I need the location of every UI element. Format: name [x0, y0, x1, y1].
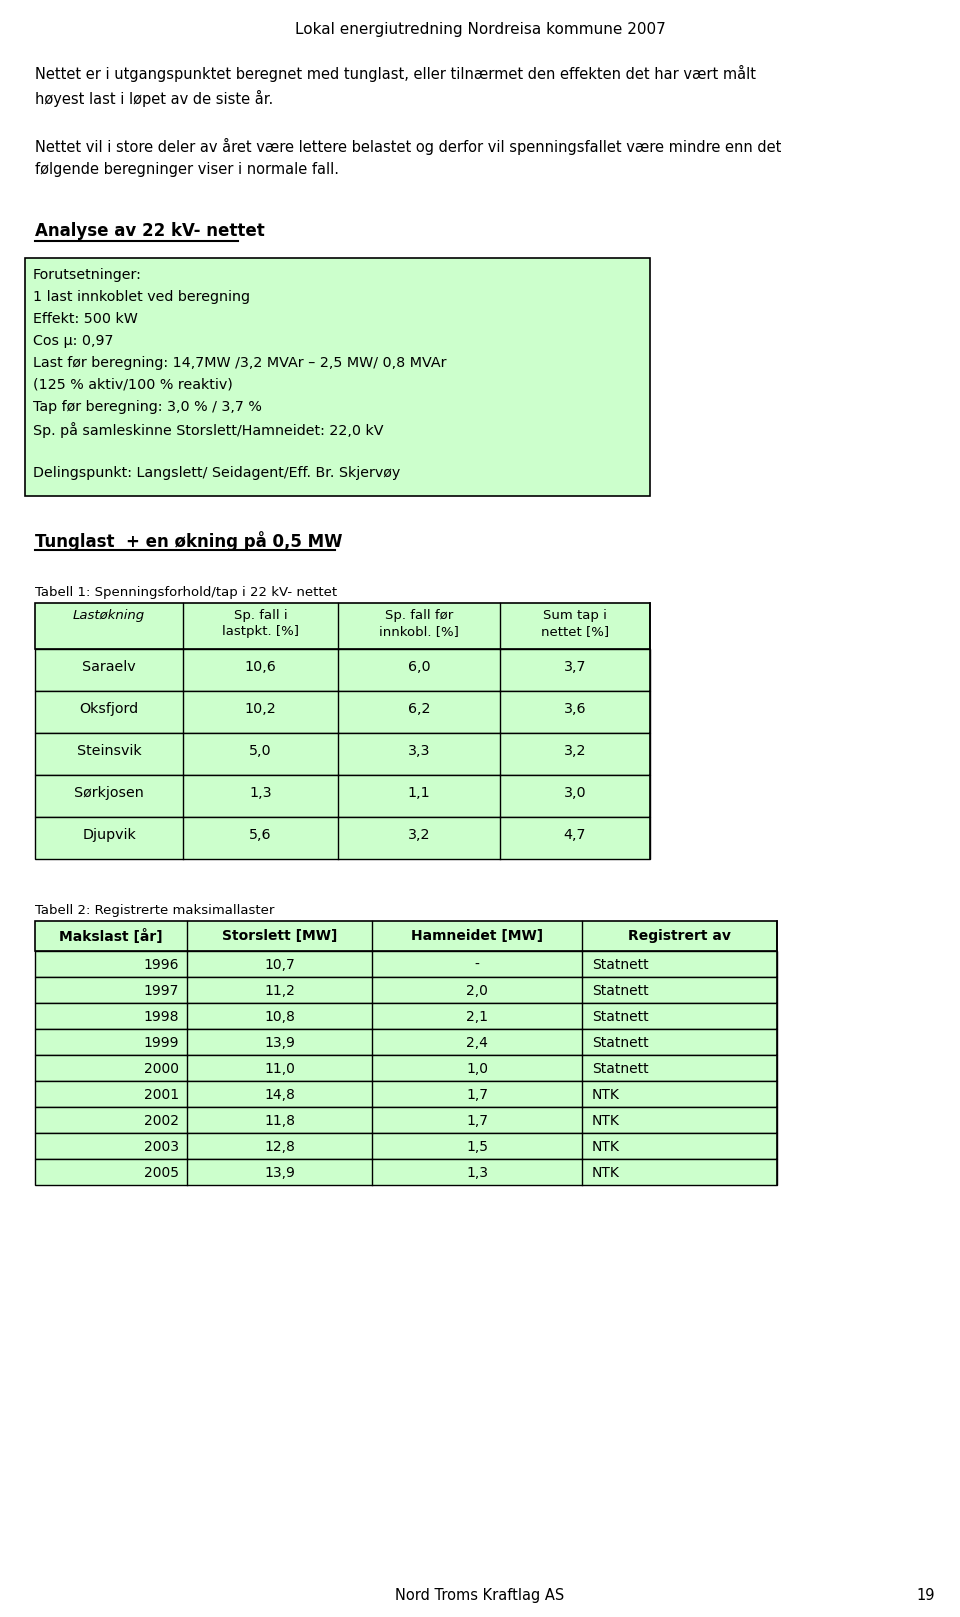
Text: 3,3: 3,3 — [408, 744, 430, 758]
Text: Statnett: Statnett — [592, 1062, 649, 1075]
Text: Hamneidet [MW]: Hamneidet [MW] — [411, 930, 543, 943]
Text: 10,2: 10,2 — [245, 702, 276, 716]
Text: 5,0: 5,0 — [250, 744, 272, 758]
Text: 1,0: 1,0 — [466, 1062, 488, 1075]
Text: (125 % aktiv/100 % reaktiv): (125 % aktiv/100 % reaktiv) — [33, 378, 233, 391]
Text: Nord Troms Kraftlag AS: Nord Troms Kraftlag AS — [396, 1588, 564, 1602]
Text: 12,8: 12,8 — [264, 1140, 295, 1155]
Text: 2005: 2005 — [144, 1166, 179, 1180]
Bar — [35, 1134, 777, 1159]
Bar — [35, 603, 650, 648]
Text: Djupvik: Djupvik — [83, 828, 136, 842]
Bar — [35, 817, 650, 859]
Text: 3,2: 3,2 — [408, 828, 430, 842]
Text: Cos μ: 0,97: Cos μ: 0,97 — [33, 335, 113, 348]
Text: 1,3: 1,3 — [250, 786, 272, 800]
Bar — [35, 775, 650, 817]
Text: 10,8: 10,8 — [264, 1011, 295, 1024]
Bar — [25, 259, 650, 496]
Text: 2,4: 2,4 — [466, 1036, 488, 1049]
Text: Registrert av: Registrert av — [628, 930, 731, 943]
Text: Sp. på samleskinne Storslett/Hamneidet: 22,0 kV: Sp. på samleskinne Storslett/Hamneidet: … — [33, 422, 383, 438]
Text: Statnett: Statnett — [592, 1011, 649, 1024]
Text: 10,6: 10,6 — [245, 660, 276, 674]
Text: 19: 19 — [917, 1588, 935, 1602]
Text: Forutsetninger:: Forutsetninger: — [33, 268, 142, 281]
Text: 11,8: 11,8 — [264, 1114, 295, 1129]
Text: 1997: 1997 — [144, 985, 179, 998]
Text: 3,6: 3,6 — [564, 702, 587, 716]
Text: Analyse av 22 kV- nettet: Analyse av 22 kV- nettet — [35, 222, 265, 239]
Text: 10,7: 10,7 — [264, 957, 295, 972]
Text: Nettet vil i store deler av året være lettere belastet og derfor vil spenningsfa: Nettet vil i store deler av året være le… — [35, 137, 781, 176]
Text: 1 last innkoblet ved beregning: 1 last innkoblet ved beregning — [33, 289, 250, 304]
Text: Sørkjosen: Sørkjosen — [74, 786, 144, 800]
Text: 5,6: 5,6 — [250, 828, 272, 842]
Text: NTK: NTK — [592, 1166, 620, 1180]
Text: NTK: NTK — [592, 1088, 620, 1103]
Bar — [35, 733, 650, 775]
Text: -: - — [474, 957, 479, 972]
Text: Statnett: Statnett — [592, 1036, 649, 1049]
Bar — [35, 1108, 777, 1134]
Bar — [35, 977, 777, 1003]
Text: Makslast [år]: Makslast [år] — [60, 930, 163, 944]
Text: 3,7: 3,7 — [564, 660, 587, 674]
Text: Tabell 2: Registrerte maksimallaster: Tabell 2: Registrerte maksimallaster — [35, 904, 275, 917]
Bar — [35, 1159, 777, 1185]
Text: 6,0: 6,0 — [408, 660, 430, 674]
Text: Sp. fall i
lastpkt. [%]: Sp. fall i lastpkt. [%] — [222, 610, 299, 639]
Text: Sp. fall før
innkobl. [%]: Sp. fall før innkobl. [%] — [379, 610, 459, 639]
Text: Oksfjord: Oksfjord — [80, 702, 138, 716]
Bar — [35, 1003, 777, 1028]
Text: 1999: 1999 — [143, 1036, 179, 1049]
Text: 1998: 1998 — [143, 1011, 179, 1024]
Text: Delingspunkt: Langslett/ Seidagent/Eff. Br. Skjervøy: Delingspunkt: Langslett/ Seidagent/Eff. … — [33, 466, 400, 480]
Text: 2003: 2003 — [144, 1140, 179, 1155]
Text: NTK: NTK — [592, 1114, 620, 1129]
Text: Nettet er i utgangspunktet beregnet med tunglast, eller tilnærmet den effekten d: Nettet er i utgangspunktet beregnet med … — [35, 65, 756, 107]
Text: 1,7: 1,7 — [466, 1088, 488, 1103]
Text: Steinsvik: Steinsvik — [77, 744, 141, 758]
Text: 2000: 2000 — [144, 1062, 179, 1075]
Text: Statnett: Statnett — [592, 985, 649, 998]
Text: Saraelv: Saraelv — [83, 660, 135, 674]
Text: 1,7: 1,7 — [466, 1114, 488, 1129]
Text: 13,9: 13,9 — [264, 1166, 295, 1180]
Bar — [35, 690, 650, 733]
Bar — [35, 951, 777, 977]
Text: 3,0: 3,0 — [564, 786, 587, 800]
Text: 2002: 2002 — [144, 1114, 179, 1129]
Text: 13,9: 13,9 — [264, 1036, 295, 1049]
Text: Storslett [MW]: Storslett [MW] — [222, 930, 337, 943]
Text: Effekt: 500 kW: Effekt: 500 kW — [33, 312, 138, 327]
Text: 1996: 1996 — [143, 957, 179, 972]
Text: 1,1: 1,1 — [408, 786, 430, 800]
Bar — [35, 648, 650, 690]
Text: 3,2: 3,2 — [564, 744, 587, 758]
Text: Tunglast  + en økning på 0,5 MW: Tunglast + en økning på 0,5 MW — [35, 530, 343, 551]
Text: 1,3: 1,3 — [466, 1166, 488, 1180]
Text: NTK: NTK — [592, 1140, 620, 1155]
Text: 2,0: 2,0 — [466, 985, 488, 998]
Bar — [35, 1028, 777, 1054]
Text: Tabell 1: Spenningsforhold/tap i 22 kV- nettet: Tabell 1: Spenningsforhold/tap i 22 kV- … — [35, 585, 337, 598]
Text: 2,1: 2,1 — [466, 1011, 488, 1024]
Text: 11,2: 11,2 — [264, 985, 295, 998]
Text: Lokal energiutredning Nordreisa kommune 2007: Lokal energiutredning Nordreisa kommune … — [295, 23, 665, 37]
Text: Lastøkning: Lastøkning — [73, 610, 145, 623]
Bar — [35, 1054, 777, 1082]
Text: 14,8: 14,8 — [264, 1088, 295, 1103]
Text: 2001: 2001 — [144, 1088, 179, 1103]
Bar — [35, 1082, 777, 1108]
Text: 11,0: 11,0 — [264, 1062, 295, 1075]
Text: Tap før beregning: 3,0 % / 3,7 %: Tap før beregning: 3,0 % / 3,7 % — [33, 399, 262, 414]
Text: 1,5: 1,5 — [466, 1140, 488, 1155]
Text: 6,2: 6,2 — [408, 702, 430, 716]
Bar — [35, 922, 777, 951]
Text: Statnett: Statnett — [592, 957, 649, 972]
Text: Last før beregning: 14,7MW /3,2 MVAr – 2,5 MW/ 0,8 MVAr: Last før beregning: 14,7MW /3,2 MVAr – 2… — [33, 356, 446, 370]
Text: Sum tap i
nettet [%]: Sum tap i nettet [%] — [540, 610, 609, 639]
Text: 4,7: 4,7 — [564, 828, 587, 842]
